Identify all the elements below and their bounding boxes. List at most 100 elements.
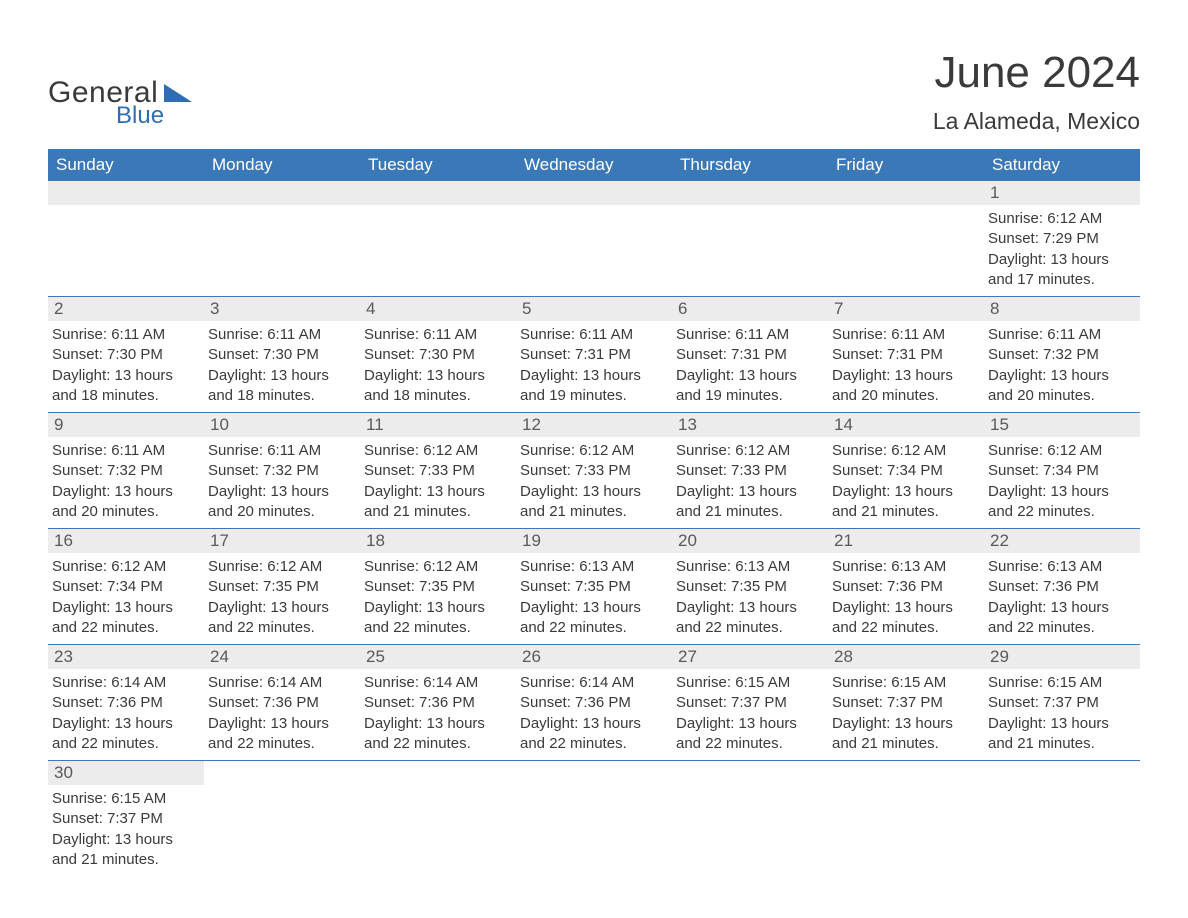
day-number: 2 (48, 297, 204, 321)
day-content: Sunrise: 6:11 AMSunset: 7:32 PMDaylight:… (984, 321, 1140, 412)
day-number: 22 (984, 529, 1140, 553)
sunset: Sunset: 7:36 PM (520, 693, 668, 713)
sunset: Sunset: 7:33 PM (364, 461, 512, 481)
day-content: Sunrise: 6:13 AMSunset: 7:36 PMDaylight:… (828, 553, 984, 644)
day-number: 26 (516, 645, 672, 669)
calendar-weekday-header: SundayMondayTuesdayWednesdayThursdayFrid… (48, 149, 1140, 181)
daylight: Daylight: 13 hours and 22 minutes. (364, 598, 512, 639)
day-content: Sunrise: 6:11 AMSunset: 7:31 PMDaylight:… (672, 321, 828, 412)
day-content: Sunrise: 6:11 AMSunset: 7:30 PMDaylight:… (360, 321, 516, 412)
day-content (828, 205, 984, 287)
day-number: 23 (48, 645, 204, 669)
day-cell: 9Sunrise: 6:11 AMSunset: 7:32 PMDaylight… (48, 413, 204, 528)
day-number: 13 (672, 413, 828, 437)
day-number: 27 (672, 645, 828, 669)
sunrise: Sunrise: 6:12 AM (364, 557, 512, 577)
sunrise: Sunrise: 6:14 AM (208, 673, 356, 693)
daylight: Daylight: 13 hours and 22 minutes. (676, 714, 824, 755)
daylight: Daylight: 13 hours and 21 minutes. (520, 482, 668, 523)
sunrise: Sunrise: 6:14 AM (364, 673, 512, 693)
day-cell: 15Sunrise: 6:12 AMSunset: 7:34 PMDayligh… (984, 413, 1140, 528)
day-content (828, 785, 984, 867)
sunrise: Sunrise: 6:11 AM (988, 325, 1136, 345)
day-content (516, 205, 672, 287)
day-content: Sunrise: 6:12 AMSunset: 7:34 PMDaylight:… (48, 553, 204, 644)
day-cell: . (516, 761, 672, 876)
day-cell: 24Sunrise: 6:14 AMSunset: 7:36 PMDayligh… (204, 645, 360, 760)
daylight: Daylight: 13 hours and 22 minutes. (364, 714, 512, 755)
daylight: Daylight: 13 hours and 21 minutes. (364, 482, 512, 523)
sunrise: Sunrise: 6:13 AM (832, 557, 980, 577)
day-cell: . (360, 761, 516, 876)
weekday-wednesday: Wednesday (516, 149, 672, 181)
sunset: Sunset: 7:29 PM (988, 229, 1136, 249)
sunrise: Sunrise: 6:11 AM (52, 441, 200, 461)
sunset: Sunset: 7:33 PM (520, 461, 668, 481)
daylight: Daylight: 13 hours and 19 minutes. (520, 366, 668, 407)
location-label: La Alameda, Mexico (933, 108, 1140, 135)
day-content: Sunrise: 6:13 AMSunset: 7:35 PMDaylight:… (516, 553, 672, 644)
sunset: Sunset: 7:31 PM (520, 345, 668, 365)
day-cell: . (516, 181, 672, 296)
day-number: . (204, 761, 360, 785)
day-number: . (984, 761, 1140, 785)
day-cell: 1Sunrise: 6:12 AMSunset: 7:29 PMDaylight… (984, 181, 1140, 296)
sunset: Sunset: 7:32 PM (988, 345, 1136, 365)
day-cell: 6Sunrise: 6:11 AMSunset: 7:31 PMDaylight… (672, 297, 828, 412)
day-cell: 23Sunrise: 6:14 AMSunset: 7:36 PMDayligh… (48, 645, 204, 760)
sunrise: Sunrise: 6:11 AM (676, 325, 824, 345)
day-cell: 25Sunrise: 6:14 AMSunset: 7:36 PMDayligh… (360, 645, 516, 760)
day-content (204, 785, 360, 867)
day-cell: . (828, 761, 984, 876)
day-number: . (516, 181, 672, 205)
sunset: Sunset: 7:30 PM (208, 345, 356, 365)
day-content: Sunrise: 6:12 AMSunset: 7:33 PMDaylight:… (360, 437, 516, 528)
daylight: Daylight: 13 hours and 21 minutes. (676, 482, 824, 523)
sunrise: Sunrise: 6:12 AM (832, 441, 980, 461)
day-content (204, 205, 360, 287)
day-cell: 21Sunrise: 6:13 AMSunset: 7:36 PMDayligh… (828, 529, 984, 644)
sunset: Sunset: 7:37 PM (52, 809, 200, 829)
sunrise: Sunrise: 6:12 AM (676, 441, 824, 461)
day-number: 12 (516, 413, 672, 437)
day-content: Sunrise: 6:15 AMSunset: 7:37 PMDaylight:… (984, 669, 1140, 760)
day-number: . (204, 181, 360, 205)
sunset: Sunset: 7:31 PM (832, 345, 980, 365)
day-cell: 26Sunrise: 6:14 AMSunset: 7:36 PMDayligh… (516, 645, 672, 760)
day-number: 15 (984, 413, 1140, 437)
sunset: Sunset: 7:36 PM (832, 577, 980, 597)
daylight: Daylight: 13 hours and 22 minutes. (208, 598, 356, 639)
day-number: 24 (204, 645, 360, 669)
daylight: Daylight: 13 hours and 22 minutes. (988, 482, 1136, 523)
day-number: 4 (360, 297, 516, 321)
sunrise: Sunrise: 6:11 AM (52, 325, 200, 345)
sunrise: Sunrise: 6:15 AM (988, 673, 1136, 693)
day-content: Sunrise: 6:11 AMSunset: 7:30 PMDaylight:… (48, 321, 204, 412)
day-content: Sunrise: 6:12 AMSunset: 7:29 PMDaylight:… (984, 205, 1140, 296)
daylight: Daylight: 13 hours and 21 minutes. (832, 482, 980, 523)
day-number: 11 (360, 413, 516, 437)
day-content: Sunrise: 6:14 AMSunset: 7:36 PMDaylight:… (204, 669, 360, 760)
day-content (48, 205, 204, 287)
daylight: Daylight: 13 hours and 20 minutes. (832, 366, 980, 407)
day-content: Sunrise: 6:11 AMSunset: 7:32 PMDaylight:… (48, 437, 204, 528)
day-content (360, 205, 516, 287)
sunrise: Sunrise: 6:13 AM (988, 557, 1136, 577)
daylight: Daylight: 13 hours and 18 minutes. (208, 366, 356, 407)
daylight: Daylight: 13 hours and 17 minutes. (988, 250, 1136, 291)
day-number: 9 (48, 413, 204, 437)
sunrise: Sunrise: 6:11 AM (832, 325, 980, 345)
daylight: Daylight: 13 hours and 22 minutes. (988, 598, 1136, 639)
daylight: Daylight: 13 hours and 20 minutes. (988, 366, 1136, 407)
day-cell: 22Sunrise: 6:13 AMSunset: 7:36 PMDayligh… (984, 529, 1140, 644)
day-number: 10 (204, 413, 360, 437)
day-content: Sunrise: 6:11 AMSunset: 7:31 PMDaylight:… (516, 321, 672, 412)
day-number: 16 (48, 529, 204, 553)
day-cell: 19Sunrise: 6:13 AMSunset: 7:35 PMDayligh… (516, 529, 672, 644)
day-cell: 16Sunrise: 6:12 AMSunset: 7:34 PMDayligh… (48, 529, 204, 644)
sunrise: Sunrise: 6:11 AM (208, 325, 356, 345)
sunrise: Sunrise: 6:12 AM (988, 441, 1136, 461)
month-title: June 2024 (933, 48, 1140, 98)
day-content: Sunrise: 6:12 AMSunset: 7:34 PMDaylight:… (828, 437, 984, 528)
daylight: Daylight: 13 hours and 20 minutes. (208, 482, 356, 523)
